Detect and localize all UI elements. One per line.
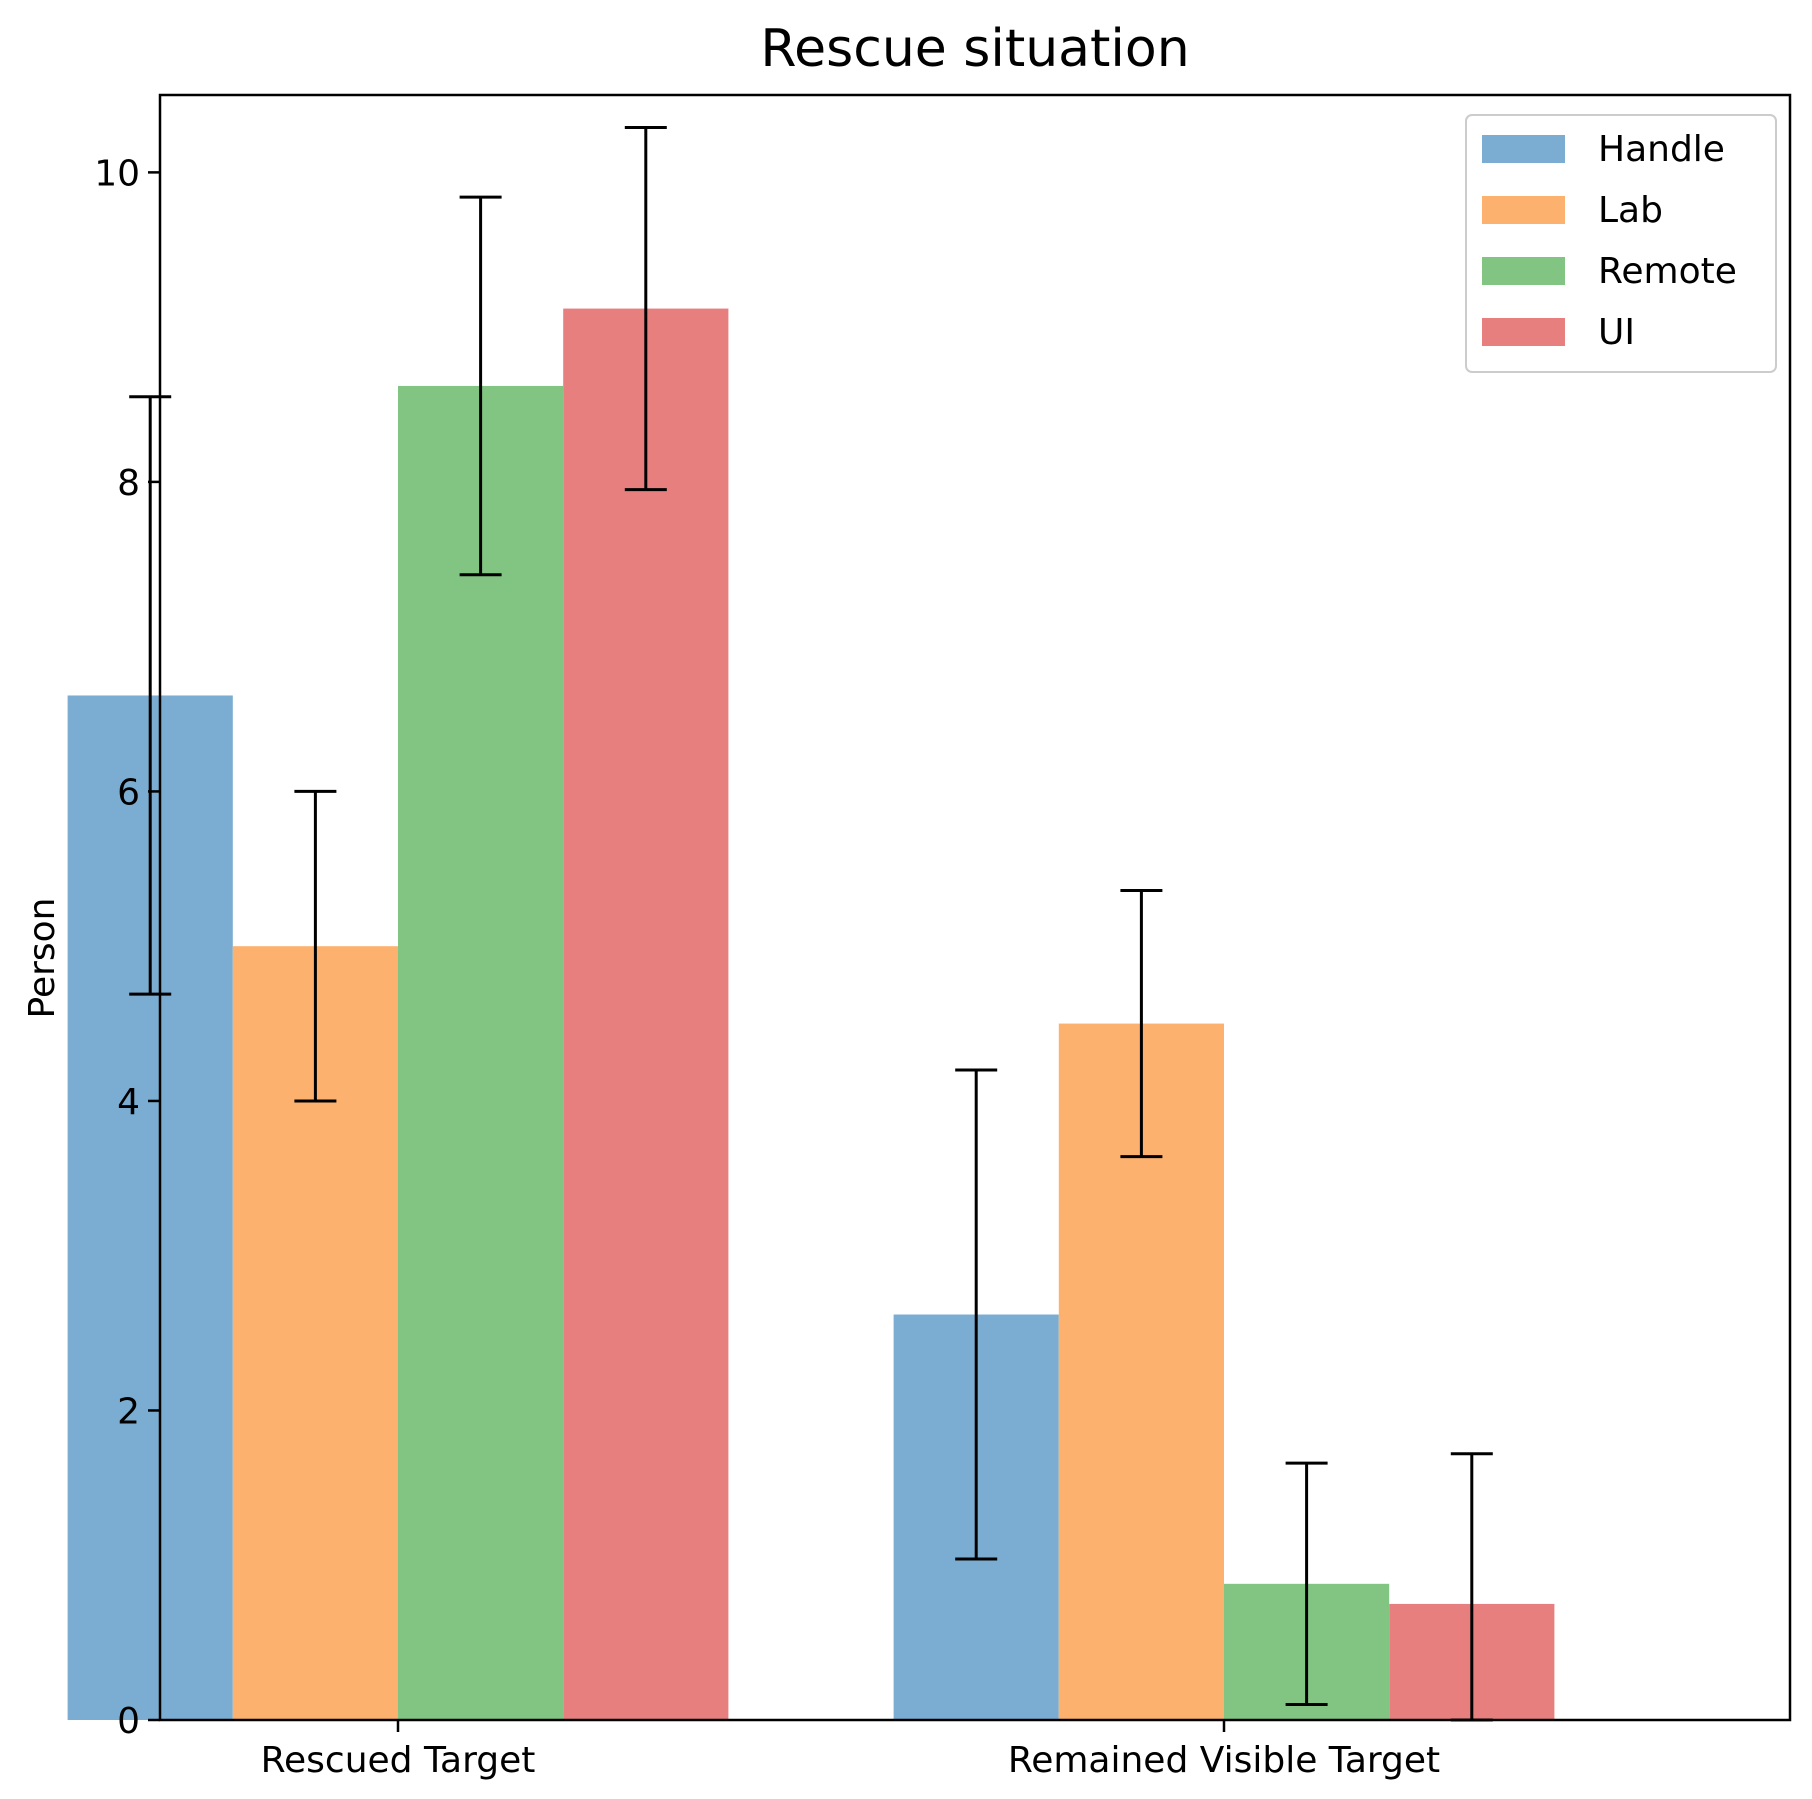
error-bars-group [129, 126, 1493, 1722]
chart-title: Rescue situation [760, 19, 1189, 79]
legend-item-handle: Handle [1482, 129, 1725, 170]
y-tick-label: 4 [117, 1082, 140, 1123]
y-axis-label: Person [22, 898, 63, 1019]
legend-label: Remote [1598, 251, 1737, 292]
error-bar-handle-1 [955, 1068, 998, 1561]
legend-swatch [1482, 318, 1565, 346]
bars-group [67, 308, 1555, 1721]
error-bar-lab-1 [1120, 888, 1163, 1159]
bar-remote-0 [398, 385, 564, 1720]
legend-swatch [1482, 257, 1565, 285]
legend-swatch [1482, 196, 1565, 224]
legend-frame [1465, 114, 1777, 373]
y-tick-label: 10 [94, 153, 140, 194]
bar-ui-0 [563, 308, 729, 1721]
plot-frame [158, 93, 1792, 1722]
error-bar-remote-0 [459, 195, 502, 577]
legend-label: Lab [1598, 190, 1663, 231]
error-bar-ui-0 [624, 126, 667, 492]
legend-swatch [1482, 135, 1565, 163]
y-tick-label: 8 [117, 463, 140, 504]
y-tick-label: 2 [117, 1391, 140, 1432]
legend-item-lab: Lab [1482, 190, 1663, 231]
error-bar-lab-0 [294, 789, 337, 1103]
x-tick-label: Remained Visible Target [1008, 1740, 1440, 1781]
legend-label: Handle [1598, 129, 1725, 170]
error-bar-remote-1 [1285, 1461, 1328, 1707]
y-tick-label: 6 [117, 772, 140, 813]
legend: Handle Lab Remote UI [1465, 114, 1777, 373]
legend-item-ui: UI [1482, 312, 1635, 353]
legend-label: UI [1598, 312, 1635, 353]
y-tick-label: 0 [117, 1701, 140, 1742]
x-tick-label: Rescued Target [261, 1740, 536, 1781]
y-axis-ticks: 0 2 4 6 8 10 [94, 153, 160, 1742]
x-axis-ticks: Rescued Target Remained Visible Target [261, 1720, 1440, 1781]
legend-item-remote: Remote [1482, 251, 1737, 292]
error-bar-handle-0 [129, 395, 172, 996]
